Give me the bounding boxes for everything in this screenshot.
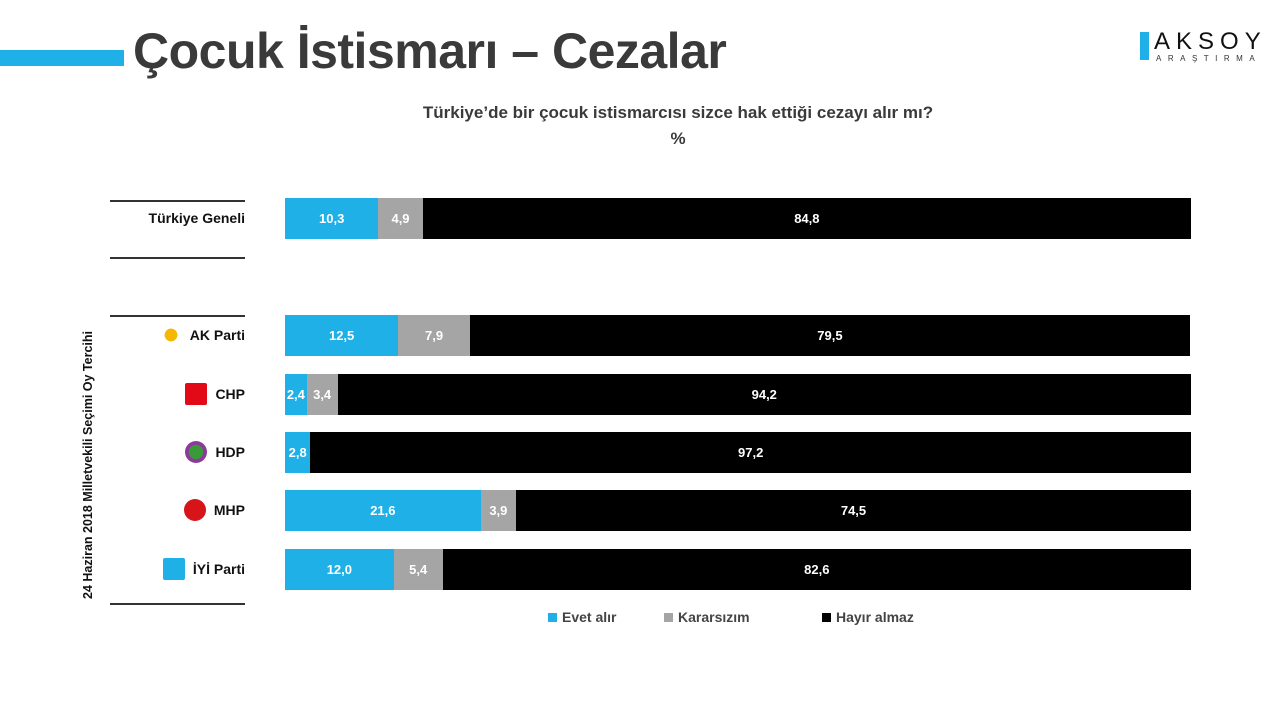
category-label: AK Parti [159,315,245,355]
bar-segment: 3,9 [480,490,517,531]
category-text: Türkiye Geneli [148,210,245,226]
bar-segment: 3,4 [306,374,338,415]
category-label: İYİ Parti [162,549,245,589]
brand-sub: ARAŞTIRMA [1156,54,1262,63]
data-label: 12,0 [326,562,353,577]
aksoy-logo: AKSOY ARAŞTIRMA [1140,28,1262,68]
data-label: 7,9 [424,328,444,343]
divider [110,603,245,605]
hdp-logo-icon [185,441,208,463]
bar-segment: 82,6 [442,549,1191,590]
bar-segment: 2,4 [285,374,307,415]
legend-swatch [548,612,557,622]
data-label: 4,9 [391,211,410,226]
divider [110,200,245,202]
bar-segment: 94,2 [337,374,1191,415]
data-label: 3,9 [489,503,508,518]
data-label: 97,2 [738,445,764,460]
mhp-logo-icon [183,499,206,521]
legend-label: Hayır almaz [836,609,914,625]
data-label: 79,5 [817,328,843,343]
legend-label: Evet alır [562,609,617,625]
bar-segment: 2,8 [285,432,311,473]
data-label: 2,4 [286,387,305,402]
data-label: 74,5 [840,503,867,518]
bar-segment: 74,5 [516,490,1191,531]
page-title: Çocuk İstismarı – Cezalar [133,23,727,79]
category-label: HDP [185,432,245,472]
bar-segment: 7,9 [398,315,470,356]
bar-segment: 84,8 [422,198,1191,239]
legend-swatch [822,612,831,622]
data-label: 94,2 [751,387,777,402]
legend-swatch [664,612,673,622]
category-text: CHP [215,386,245,402]
legend-item: Hayır almaz [822,609,914,625]
bar-segment: 5,4 [393,549,443,590]
divider [110,257,245,259]
bar-segment: 10,3 [285,198,379,239]
bar-segment: 12,0 [285,549,394,590]
group-label: 24 Haziran 2018 Milletvekili Seçimi Oy T… [81,331,95,599]
brand-name: AKSOY [1154,28,1267,55]
category-label: Türkiye Geneli [149,198,245,238]
bar-segment: 4,9 [378,198,423,239]
ak-parti-logo-icon [159,324,182,346]
legend-item: Evet alır [548,609,616,625]
legend-label: Kararsızım [678,609,750,625]
aksoy-logo-mark-icon [1140,32,1149,60]
data-label: 2,8 [288,445,307,460]
iyi-parti-logo-icon [162,558,185,580]
data-label: 82,6 [804,562,830,577]
bar-segment: 79,5 [469,315,1191,356]
category-text: MHP [213,502,245,518]
bar-segment: 12,5 [285,315,399,356]
category-text: İYİ Parti [192,561,245,577]
data-label: 5,4 [409,562,428,577]
bar-segment: 97,2 [310,432,1191,473]
divider [110,315,245,317]
bar-segment: 21,6 [285,490,481,531]
chp-logo-icon [185,383,208,405]
category-label: CHP [185,374,245,414]
data-label: 10,3 [319,211,345,226]
data-label: 12,5 [328,328,355,343]
title-accent-bar [0,50,124,66]
chart-subtitle: % [670,129,686,148]
category-label: MHP [183,490,245,530]
data-label: 84,8 [794,211,820,226]
chart-title: Türkiye’de bir çocuk istismarcısı sizce … [422,103,934,122]
data-label: 3,4 [313,387,332,402]
data-label: 21,6 [370,503,396,518]
category-text: HDP [215,444,245,460]
legend-item: Kararsızım [664,609,750,625]
category-text: AK Parti [189,327,245,343]
